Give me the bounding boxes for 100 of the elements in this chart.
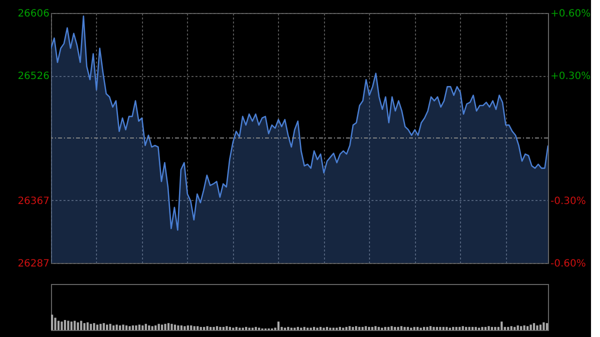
bar: [374, 326, 377, 330]
bar: [368, 326, 370, 330]
bar: [138, 324, 140, 330]
bar: [406, 326, 409, 330]
bar: [57, 320, 60, 330]
bar: [326, 326, 328, 330]
bar: [54, 318, 56, 330]
bar: [80, 320, 82, 330]
bar: [64, 320, 66, 330]
bar: [112, 325, 115, 330]
bar: [364, 326, 367, 330]
bar: [206, 326, 208, 330]
bar: [235, 326, 238, 330]
bar: [222, 326, 225, 330]
bar: [219, 326, 222, 330]
bar: [472, 326, 474, 330]
bar: [132, 325, 134, 330]
bar: [510, 326, 512, 330]
bar: [170, 324, 173, 330]
bar: [452, 326, 454, 330]
bar: [212, 326, 215, 330]
bar: [167, 323, 170, 330]
bar: [86, 322, 89, 330]
bar: [546, 323, 548, 330]
bar: [296, 326, 299, 330]
bar: [51, 314, 54, 330]
bar: [313, 326, 316, 330]
bar: [67, 320, 70, 330]
bar: [118, 325, 122, 330]
bar: [439, 326, 442, 330]
bar: [523, 325, 526, 330]
y-tick-label: 26367: [18, 196, 50, 207]
bar: [70, 322, 73, 330]
bar: [397, 326, 400, 330]
bar: [180, 325, 182, 330]
bar: [532, 323, 536, 330]
bar: [106, 324, 108, 330]
bar: [96, 324, 98, 330]
bar: [542, 322, 545, 330]
bar: [426, 326, 428, 330]
bar: [468, 326, 470, 330]
bar: [507, 326, 510, 330]
y2-tick-label: +0.60%: [550, 8, 591, 20]
bar: [429, 326, 432, 330]
bar: [514, 326, 516, 330]
bar: [362, 326, 364, 330]
bar: [196, 326, 199, 330]
bar: [74, 320, 76, 330]
y-tick-label: 26606: [18, 8, 50, 20]
bar: [287, 326, 290, 330]
bar: [154, 325, 157, 330]
bar: [348, 326, 351, 330]
bar: [216, 326, 218, 330]
bar: [442, 326, 444, 330]
bar: [455, 326, 458, 330]
bar: [526, 326, 529, 330]
bar: [539, 324, 542, 330]
bar: [384, 326, 386, 330]
bar: [458, 326, 461, 330]
bar: [142, 325, 144, 330]
bar: [446, 326, 448, 330]
bar: [422, 326, 426, 330]
bar: [436, 326, 438, 330]
bar: [404, 326, 406, 330]
bar: [203, 326, 206, 330]
bar: [400, 326, 402, 330]
bar: [125, 325, 128, 330]
bar: [128, 326, 131, 330]
bar: [228, 326, 232, 330]
y2-tick-label: +0.30%: [550, 71, 591, 82]
bar: [148, 325, 150, 330]
bar: [319, 326, 322, 330]
bar: [193, 326, 196, 330]
bar: [490, 326, 494, 330]
bar: [355, 326, 358, 330]
bar: [530, 324, 532, 330]
bar: [122, 324, 124, 330]
bar: [432, 326, 435, 330]
bar: [358, 326, 360, 330]
bar: [174, 324, 176, 330]
bar: [135, 325, 138, 330]
bar: [481, 326, 484, 330]
bar: [520, 326, 522, 330]
y-tick-label: 26526: [18, 71, 50, 82]
bar: [90, 324, 92, 330]
bar: [76, 322, 79, 330]
y2-tick-label: -0.60%: [550, 258, 586, 270]
bar: [536, 325, 538, 330]
bar: [352, 326, 354, 330]
bar: [494, 326, 496, 330]
bar: [462, 326, 464, 330]
bar: [413, 326, 416, 330]
bar: [60, 322, 63, 330]
bar: [277, 322, 280, 330]
bar: [102, 323, 105, 330]
y-tick-label: 26287: [18, 258, 50, 270]
bar: [516, 325, 519, 330]
bar: [151, 326, 154, 330]
bar: [100, 324, 102, 330]
bar: [93, 323, 96, 330]
